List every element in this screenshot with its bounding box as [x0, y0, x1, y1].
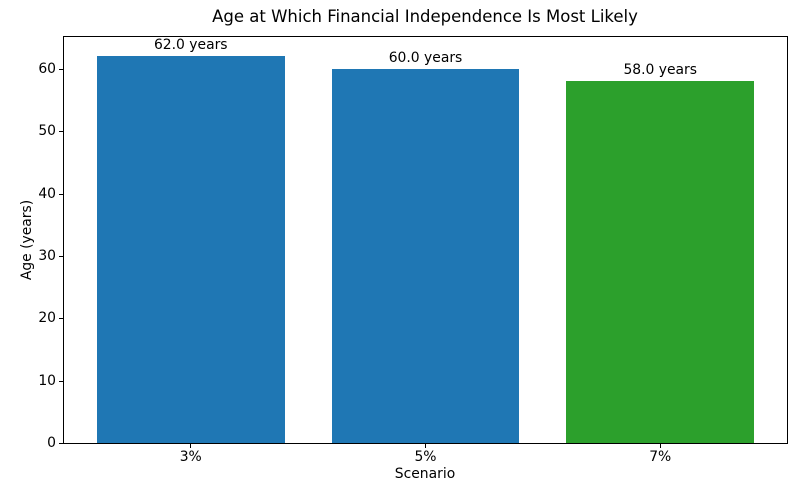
y-axis-label: Age (years): [19, 199, 35, 281]
bar-value-label: 62.0 years: [153, 37, 228, 54]
bar-5%: [331, 68, 520, 443]
y-tick-mark: [59, 317, 63, 319]
y-tick-mark: [59, 130, 63, 132]
x-tick-label: 5%: [414, 449, 437, 465]
y-tick-label: 40: [38, 185, 56, 202]
y-tick-label: 20: [38, 310, 56, 327]
x-tick-label: 3%: [179, 449, 202, 465]
y-tick-mark: [59, 193, 63, 195]
x-axis-label: Scenario: [394, 466, 456, 482]
plot-area: [63, 36, 788, 444]
bar-3%: [96, 56, 285, 443]
x-tick-label: 7%: [649, 449, 672, 465]
y-tick-mark: [59, 68, 63, 70]
x-tick-mark: [425, 444, 426, 448]
y-tick-label: 30: [38, 247, 56, 264]
y-tick-label: 0: [47, 435, 56, 451]
y-tick-mark: [59, 255, 63, 257]
bar-value-label: 58.0 years: [623, 62, 698, 79]
chart-title: Age at Which Financial Independence Is M…: [212, 7, 638, 26]
y-tick-label: 60: [38, 60, 56, 77]
y-tick-mark: [59, 380, 63, 382]
x-tick-mark: [659, 444, 661, 448]
y-tick-label: 50: [38, 123, 56, 140]
y-tick-mark: [59, 442, 63, 444]
x-tick-mark: [190, 444, 192, 448]
bar-value-label: 60.0 years: [388, 49, 463, 66]
y-tick-label: 10: [38, 372, 56, 389]
bar-7%: [566, 81, 755, 443]
